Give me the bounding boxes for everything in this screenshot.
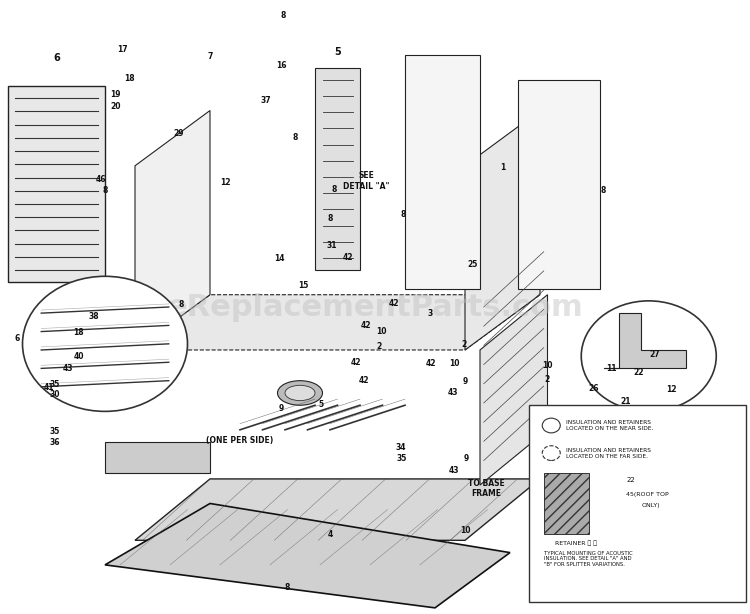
Text: 2: 2	[376, 343, 381, 351]
Text: 20: 20	[110, 102, 121, 111]
Text: 9: 9	[462, 377, 468, 386]
Polygon shape	[544, 473, 589, 534]
Text: 17: 17	[117, 45, 128, 54]
Text: 9: 9	[279, 404, 284, 413]
Text: 42: 42	[361, 321, 371, 330]
Text: 42: 42	[350, 358, 361, 367]
Text: TYPICAL MOUNTING OF ACOUSTIC
INSULATION. SEE DETAIL "A" AND
"B" FOR SPLITTER VAR: TYPICAL MOUNTING OF ACOUSTIC INSULATION.…	[544, 551, 632, 567]
Text: 19: 19	[110, 90, 121, 99]
Polygon shape	[480, 295, 548, 485]
Text: 8: 8	[600, 186, 606, 195]
Text: 8: 8	[102, 186, 108, 195]
Text: 42: 42	[358, 376, 369, 385]
Text: 16: 16	[276, 61, 286, 70]
Text: 41: 41	[44, 383, 54, 392]
Text: 2: 2	[460, 340, 466, 349]
Text: 34
35: 34 35	[396, 443, 406, 463]
Text: 26: 26	[588, 384, 598, 393]
Text: 5: 5	[319, 400, 323, 409]
Polygon shape	[135, 295, 540, 350]
Text: 10: 10	[542, 361, 553, 370]
Text: 7: 7	[207, 52, 213, 61]
Text: 2: 2	[544, 375, 549, 384]
Text: 29: 29	[173, 130, 184, 138]
Text: 40: 40	[74, 352, 84, 361]
Text: 42: 42	[426, 359, 436, 368]
Circle shape	[581, 301, 716, 411]
Text: (ONE PER SIDE): (ONE PER SIDE)	[206, 437, 274, 445]
Text: 43: 43	[448, 389, 458, 397]
Polygon shape	[315, 68, 360, 270]
Text: 8: 8	[292, 133, 298, 142]
Text: 8: 8	[284, 583, 290, 592]
Text: 9: 9	[464, 454, 470, 463]
Text: RETAINER Ⓓ Ⓕ: RETAINER Ⓓ Ⓕ	[555, 541, 597, 546]
Polygon shape	[135, 479, 540, 540]
Text: 25: 25	[597, 406, 608, 414]
Text: 10: 10	[460, 526, 470, 535]
Text: 18: 18	[124, 74, 134, 83]
Text: 37: 37	[260, 96, 271, 105]
Text: TO BASE
FRAME: TO BASE FRAME	[468, 479, 504, 499]
Text: 42: 42	[388, 300, 399, 308]
Ellipse shape	[278, 381, 322, 405]
Text: 22: 22	[633, 368, 644, 376]
Text: 8: 8	[332, 185, 338, 193]
Text: INSULATION AND RETAINERS
LOCATED ON THE FAR SIDE.: INSULATION AND RETAINERS LOCATED ON THE …	[566, 448, 651, 459]
Text: 11: 11	[606, 365, 616, 373]
Text: 42: 42	[343, 253, 353, 262]
Text: 43: 43	[448, 466, 459, 475]
Text: 18: 18	[74, 328, 84, 336]
Text: 38: 38	[88, 313, 99, 321]
Text: 15: 15	[298, 281, 308, 290]
Polygon shape	[518, 80, 600, 289]
FancyBboxPatch shape	[529, 405, 746, 602]
Text: 35
36: 35 36	[50, 427, 60, 447]
Circle shape	[22, 276, 188, 411]
Text: 34
35: 34 35	[531, 407, 542, 427]
Text: 22: 22	[626, 477, 635, 483]
Text: 10: 10	[449, 359, 460, 368]
Polygon shape	[405, 55, 480, 289]
Text: 10: 10	[543, 444, 554, 453]
Text: 35
30: 35 30	[50, 379, 60, 399]
Text: 4: 4	[327, 530, 333, 538]
Text: 46: 46	[95, 176, 106, 184]
Polygon shape	[135, 111, 210, 350]
Text: 21: 21	[620, 397, 631, 406]
Ellipse shape	[285, 386, 315, 401]
Text: 6: 6	[53, 53, 60, 63]
Text: ONLY): ONLY)	[641, 502, 660, 508]
Text: INSULATION AND RETAINERS
LOCATED ON THE NEAR SIDE.: INSULATION AND RETAINERS LOCATED ON THE …	[566, 420, 653, 431]
Text: eReplacementParts.com: eReplacementParts.com	[166, 292, 584, 322]
Text: DETAIL "A": DETAIL "A"	[623, 420, 674, 429]
Text: 8: 8	[400, 211, 406, 219]
Text: 5: 5	[334, 47, 340, 57]
Polygon shape	[8, 86, 105, 282]
Text: 12: 12	[220, 179, 230, 187]
Text: 31: 31	[327, 241, 338, 250]
Text: 12: 12	[666, 385, 676, 394]
Text: 10: 10	[376, 327, 386, 336]
Polygon shape	[105, 503, 510, 608]
Text: 14: 14	[274, 254, 284, 263]
Polygon shape	[465, 111, 540, 350]
Text: 43: 43	[62, 365, 73, 373]
Polygon shape	[604, 313, 686, 368]
Polygon shape	[105, 442, 210, 473]
Text: SEE
DETAIL "A": SEE DETAIL "A"	[343, 171, 389, 191]
Text: 3: 3	[427, 309, 433, 317]
Text: 45(ROOF TOP: 45(ROOF TOP	[626, 492, 669, 497]
Text: 8: 8	[178, 300, 184, 309]
Text: 44: 44	[607, 426, 617, 434]
Text: 6: 6	[15, 335, 20, 343]
Text: 27: 27	[650, 351, 660, 359]
Text: 8: 8	[327, 214, 333, 223]
Text: 1: 1	[501, 163, 506, 171]
Text: 25: 25	[467, 260, 478, 269]
Text: 8: 8	[280, 11, 286, 20]
